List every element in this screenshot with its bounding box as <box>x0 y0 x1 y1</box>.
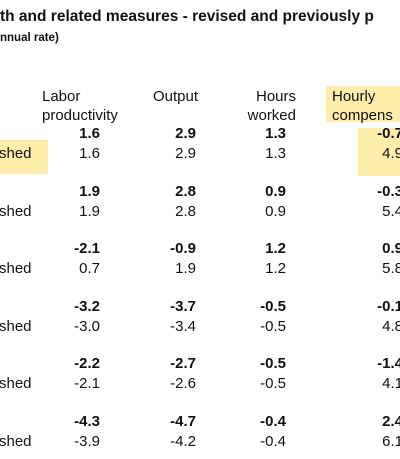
row-label: shed <box>0 375 32 392</box>
column-header: Hourly <box>332 88 376 105</box>
column-header: Hours <box>255 88 296 105</box>
row-label: shed <box>0 260 32 277</box>
column-header: Output <box>153 88 199 105</box>
previous-value: -0.4 <box>260 432 286 450</box>
revised-value: -0.7 <box>377 125 400 142</box>
revised-value: -0.1 <box>377 297 400 315</box>
previous-value: 1.9 <box>79 202 100 220</box>
row-label: shed <box>0 317 32 335</box>
revised-value: -2.7 <box>170 355 196 372</box>
previous-value: -4.2 <box>170 432 196 450</box>
revised-value: 2.8 <box>175 182 196 200</box>
revised-value: -4.3 <box>74 412 100 430</box>
previous-value: -2.1 <box>74 375 100 392</box>
column-header: worked <box>247 107 296 124</box>
previous-value: 4.8 <box>382 317 400 335</box>
revised-value: 2.9 <box>175 125 196 142</box>
highlight <box>326 86 400 122</box>
previous-value: 1.2 <box>265 260 286 277</box>
revised-value: 2.4 <box>382 412 400 430</box>
previous-value: 1.9 <box>175 260 196 277</box>
revised-value: -0.4 <box>260 412 286 430</box>
previous-value: 2.8 <box>175 202 196 220</box>
previous-value: 2.9 <box>175 145 196 162</box>
revised-value: -0.3 <box>377 182 400 200</box>
previous-value: -0.5 <box>260 317 286 335</box>
previous-value: 5.8 <box>382 260 400 277</box>
previous-value: 0.9 <box>265 202 286 220</box>
revised-value: -0.5 <box>260 297 286 315</box>
revised-value: -4.7 <box>170 412 196 430</box>
revised-value: 1.9 <box>79 182 100 200</box>
previous-value: -3.4 <box>170 317 196 335</box>
previous-value: -2.6 <box>170 375 196 392</box>
previous-value: 4.1 <box>382 375 400 392</box>
highlight <box>358 128 400 176</box>
revised-value: 0.9 <box>265 182 286 200</box>
title: th and related measures - revised and pr… <box>0 8 374 25</box>
revised-value: -0.5 <box>260 355 286 372</box>
revised-value: 1.6 <box>79 125 100 142</box>
row-label: shed <box>0 432 32 450</box>
revised-value: 0.9 <box>382 240 400 257</box>
previous-value: -3.0 <box>74 317 100 335</box>
column-header: Labor <box>42 88 81 105</box>
previous-value: 6.1 <box>382 432 400 450</box>
previous-value: -0.5 <box>260 375 286 392</box>
highlight <box>0 140 48 174</box>
previous-value: -3.9 <box>74 432 100 450</box>
revised-value: -1.4 <box>377 355 400 372</box>
revised-value: -0.9 <box>170 240 196 257</box>
previous-value: 1.3 <box>265 145 286 162</box>
previous-value: 0.7 <box>79 260 100 277</box>
previous-value: 5.4 <box>382 202 400 220</box>
revised-value: 1.3 <box>265 125 286 142</box>
row-label: shed <box>0 145 32 162</box>
row-label: shed <box>0 202 32 220</box>
revised-value: -2.1 <box>74 240 100 257</box>
subtitle: nnual rate) <box>0 32 59 44</box>
revised-value: -3.2 <box>74 297 100 315</box>
revised-value: -3.7 <box>170 297 196 315</box>
previous-value: 1.6 <box>79 145 100 162</box>
revised-value: 1.2 <box>265 240 286 257</box>
previous-value: 4.9 <box>382 145 400 162</box>
column-header: productivity <box>42 107 118 124</box>
column-header: compens <box>332 107 393 124</box>
revised-value: -2.2 <box>74 355 100 372</box>
